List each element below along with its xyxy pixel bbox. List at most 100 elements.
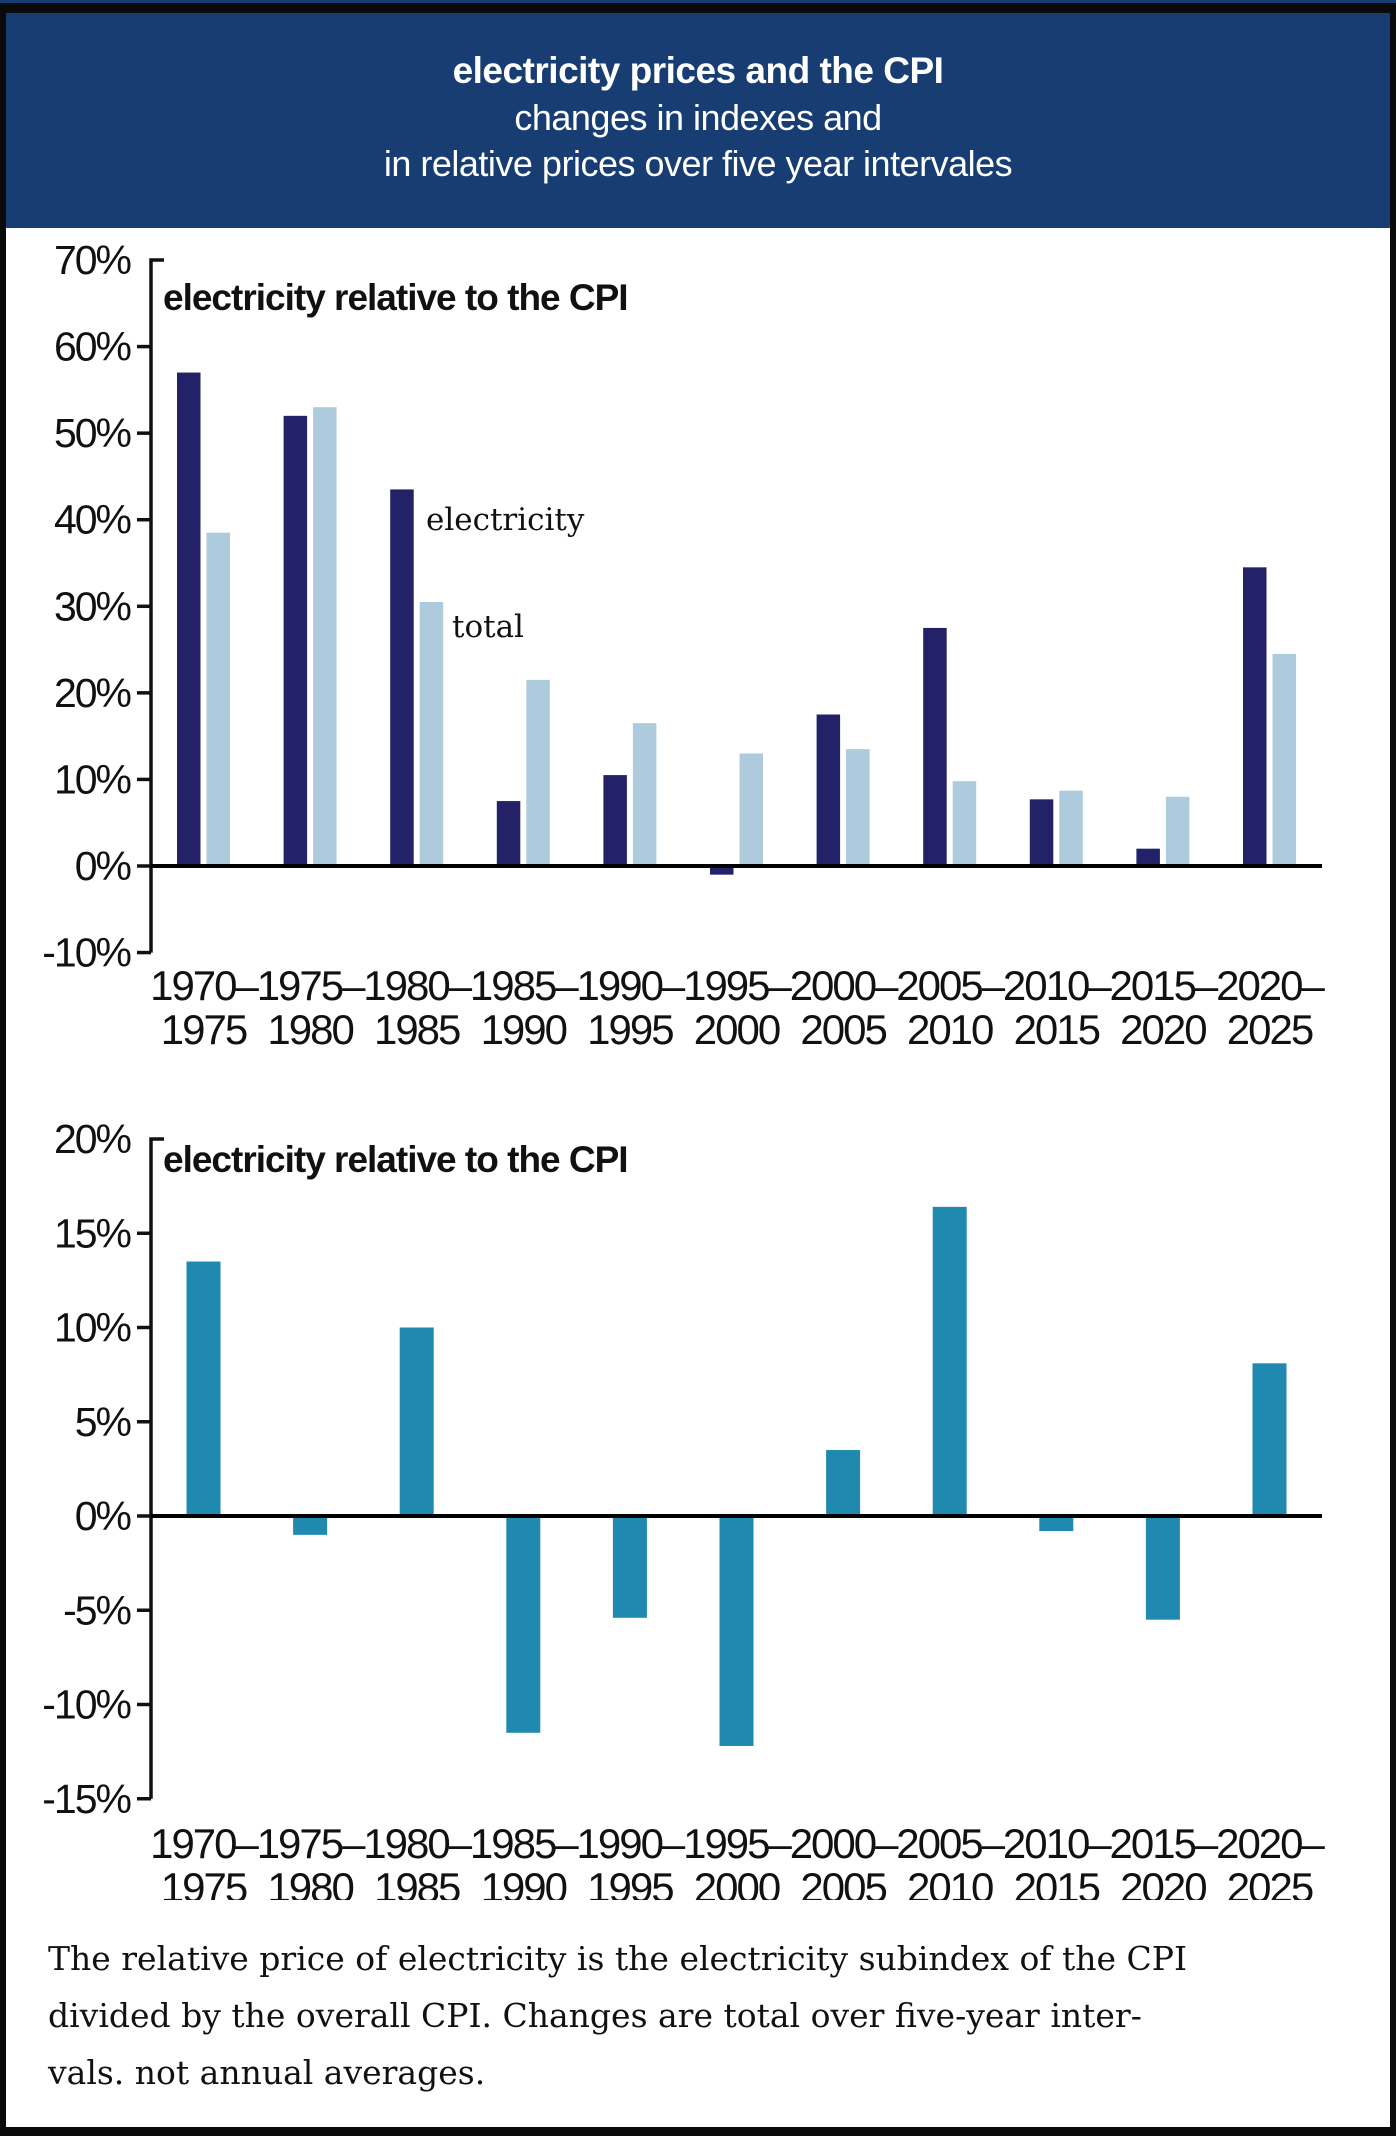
x-tick-label-line2: 1980 — [267, 1864, 353, 1900]
bar-electricity-relative-to-the-CPI-1990-1995 — [612, 1516, 647, 1618]
series-label-electricity: electricity — [426, 502, 585, 538]
x-tick-label-line1: 2005– — [896, 962, 1005, 1009]
figure-title-line-2: changes in indexes and — [514, 97, 882, 138]
y-tick-label: 40% — [54, 497, 131, 543]
bar-total-2010-2015 — [1059, 790, 1083, 866]
x-tick-label-line2: 2000 — [694, 1864, 780, 1900]
footnote: The relative price of electricity is the… — [48, 1930, 1364, 2101]
chart-title: electricity relative to the CPI — [163, 277, 628, 318]
bar-electricity-2005-2010 — [923, 627, 947, 866]
bar-total-1995-2000 — [739, 753, 763, 866]
bar-electricity-2015-2020 — [1136, 848, 1160, 866]
x-tick-label-line2: 2000 — [694, 1006, 780, 1053]
x-tick-label-line1: 2000– — [790, 962, 899, 1009]
bar-electricity-1980-1985 — [390, 489, 414, 866]
bar-electricity-relative-to-the-CPI-2020-2025 — [1252, 1363, 1287, 1516]
y-tick-label: 70% — [54, 237, 131, 283]
y-tick-label: 0% — [75, 843, 131, 889]
figure-title-line-1: electricity prices and the CPI — [452, 50, 944, 91]
x-tick-label-line1: 2005– — [896, 1820, 1005, 1867]
bar-total-2015-2020 — [1165, 796, 1190, 866]
y-tick-label: 20% — [54, 1116, 131, 1162]
x-tick-label-line1: 1985– — [470, 1820, 579, 1867]
bar-electricity-relative-to-the-CPI-1980-1985 — [399, 1327, 434, 1516]
x-tick-label-line1: 1975– — [257, 1820, 366, 1867]
y-tick-label: 10% — [54, 756, 131, 802]
black-frame-border — [0, 3, 1396, 2136]
x-tick-label-line2: 1985 — [374, 1006, 460, 1053]
x-tick-label-line2: 2005 — [800, 1864, 886, 1900]
index-changes-bar-chart: 70% 60% 50% 40% 30% 20% 10% 0% -10% 1970–19751975… — [42, 237, 1327, 1053]
y-tick-label: 20% — [54, 670, 131, 716]
bar-electricity-1970-1975 — [177, 372, 201, 866]
x-tick-label-line1: 1985– — [470, 962, 579, 1009]
top-navy-strip — [0, 0, 1396, 3]
x-tick-label-line2: 1990 — [481, 1006, 567, 1053]
y-tick-label: -10% — [42, 1682, 130, 1728]
x-tick-label-line1: 1975– — [257, 962, 366, 1009]
x-tick-label-line1: 2015– — [1110, 1820, 1219, 1867]
x-tick-label-line2: 2010 — [907, 1006, 993, 1053]
bar-total-1970-1975 — [206, 532, 230, 866]
figure-title-line-3: in relative prices over five year interv… — [383, 143, 1013, 184]
chart-title: electricity relative to the CPI — [163, 1139, 628, 1180]
y-tick-label: 0% — [75, 1493, 131, 1539]
footnote-line-1: The relative price of electricity is the… — [48, 1939, 1188, 1978]
bar-electricity-relative-to-the-CPI-1975-1980 — [293, 1516, 328, 1535]
footnote-line-3: vals. not annual averages. — [48, 2053, 486, 2092]
bar-electricity-1990-1995 — [603, 775, 627, 866]
footnote-line-2: divided by the overall CPI. Changes are … — [48, 1996, 1142, 2035]
bar-electricity-relative-to-the-CPI-1970-1975 — [186, 1261, 221, 1516]
bar-electricity-1995-2000 — [710, 866, 734, 875]
x-tick-label-line1: 1980– — [363, 962, 472, 1009]
x-tick-label-line2: 2005 — [800, 1006, 886, 1053]
y-axis-line — [149, 1137, 164, 1799]
figure-header: electricity prices and the CPI changes i… — [6, 13, 1390, 228]
y-tick-label: -15% — [42, 1776, 130, 1822]
bar-total-1990-1995 — [632, 723, 657, 866]
x-tick-label-line2: 2020 — [1120, 1864, 1206, 1900]
bar-electricity-relative-to-the-CPI-2005-2010 — [932, 1206, 967, 1516]
bar-electricity-relative-to-the-CPI-1995-2000 — [719, 1516, 754, 1746]
bar-electricity-2000-2005 — [816, 714, 841, 866]
y-tick-label: 10% — [54, 1305, 131, 1351]
bar-total-1975-1980 — [313, 407, 337, 866]
x-tick-label-line1: 1980– — [363, 1820, 472, 1867]
bar-total-2005-2010 — [952, 781, 977, 866]
bar-total-2000-2005 — [846, 749, 870, 866]
x-tick-label-line2: 2015 — [1014, 1006, 1100, 1053]
x-tick-label-line1: 1970– — [150, 962, 259, 1009]
x-tick-label-line2: 2015 — [1014, 1864, 1100, 1900]
bar-electricity-relative-to-the-CPI-2000-2005 — [826, 1450, 861, 1516]
bar-total-1985-1990 — [526, 679, 550, 866]
x-tick-label-line2: 1975 — [161, 1864, 247, 1900]
x-tick-label-line2: 1995 — [587, 1006, 673, 1053]
x-tick-label-line1: 1990– — [577, 962, 686, 1009]
x-tick-label-line1: 1970– — [150, 1820, 259, 1867]
x-tick-label-line1: 2010– — [1003, 962, 1112, 1009]
bar-total-1980-1985 — [419, 601, 444, 866]
x-tick-label-line1: 1995– — [683, 962, 792, 1009]
x-tick-label-line1: 2010– — [1003, 1820, 1112, 1867]
x-tick-label-line2: 1975 — [161, 1006, 247, 1053]
bar-total-2020-2025 — [1272, 653, 1296, 866]
x-tick-label-line2: 1995 — [587, 1864, 673, 1900]
x-tick-label-line2: 2010 — [907, 1864, 993, 1900]
y-tick-label: -5% — [63, 1587, 130, 1633]
x-tick-label-line2: 1980 — [267, 1006, 353, 1053]
y-tick-label: 15% — [54, 1210, 131, 1256]
x-tick-label-line1: 2000– — [790, 1820, 899, 1867]
relative-price-bar-chart: 20%15%10%5%0%-5%-10%-15%1970–19751975–19… — [42, 1116, 1327, 1900]
y-tick-label: 50% — [54, 410, 131, 456]
x-tick-label-line2: 1985 — [374, 1864, 460, 1900]
x-tick-label-line1: 2020– — [1216, 1820, 1325, 1867]
series-label-total: total — [452, 609, 524, 645]
x-tick-label-line2: 2025 — [1227, 1864, 1313, 1900]
bar-electricity-relative-to-the-CPI-2010-2015 — [1039, 1516, 1074, 1532]
bar-electricity-2010-2015 — [1029, 799, 1054, 866]
x-tick-label-line2: 2025 — [1227, 1006, 1313, 1053]
x-tick-label-line1: 2020– — [1216, 962, 1325, 1009]
x-tick-label-line1: 2015– — [1110, 962, 1219, 1009]
y-axis-line — [149, 258, 164, 953]
